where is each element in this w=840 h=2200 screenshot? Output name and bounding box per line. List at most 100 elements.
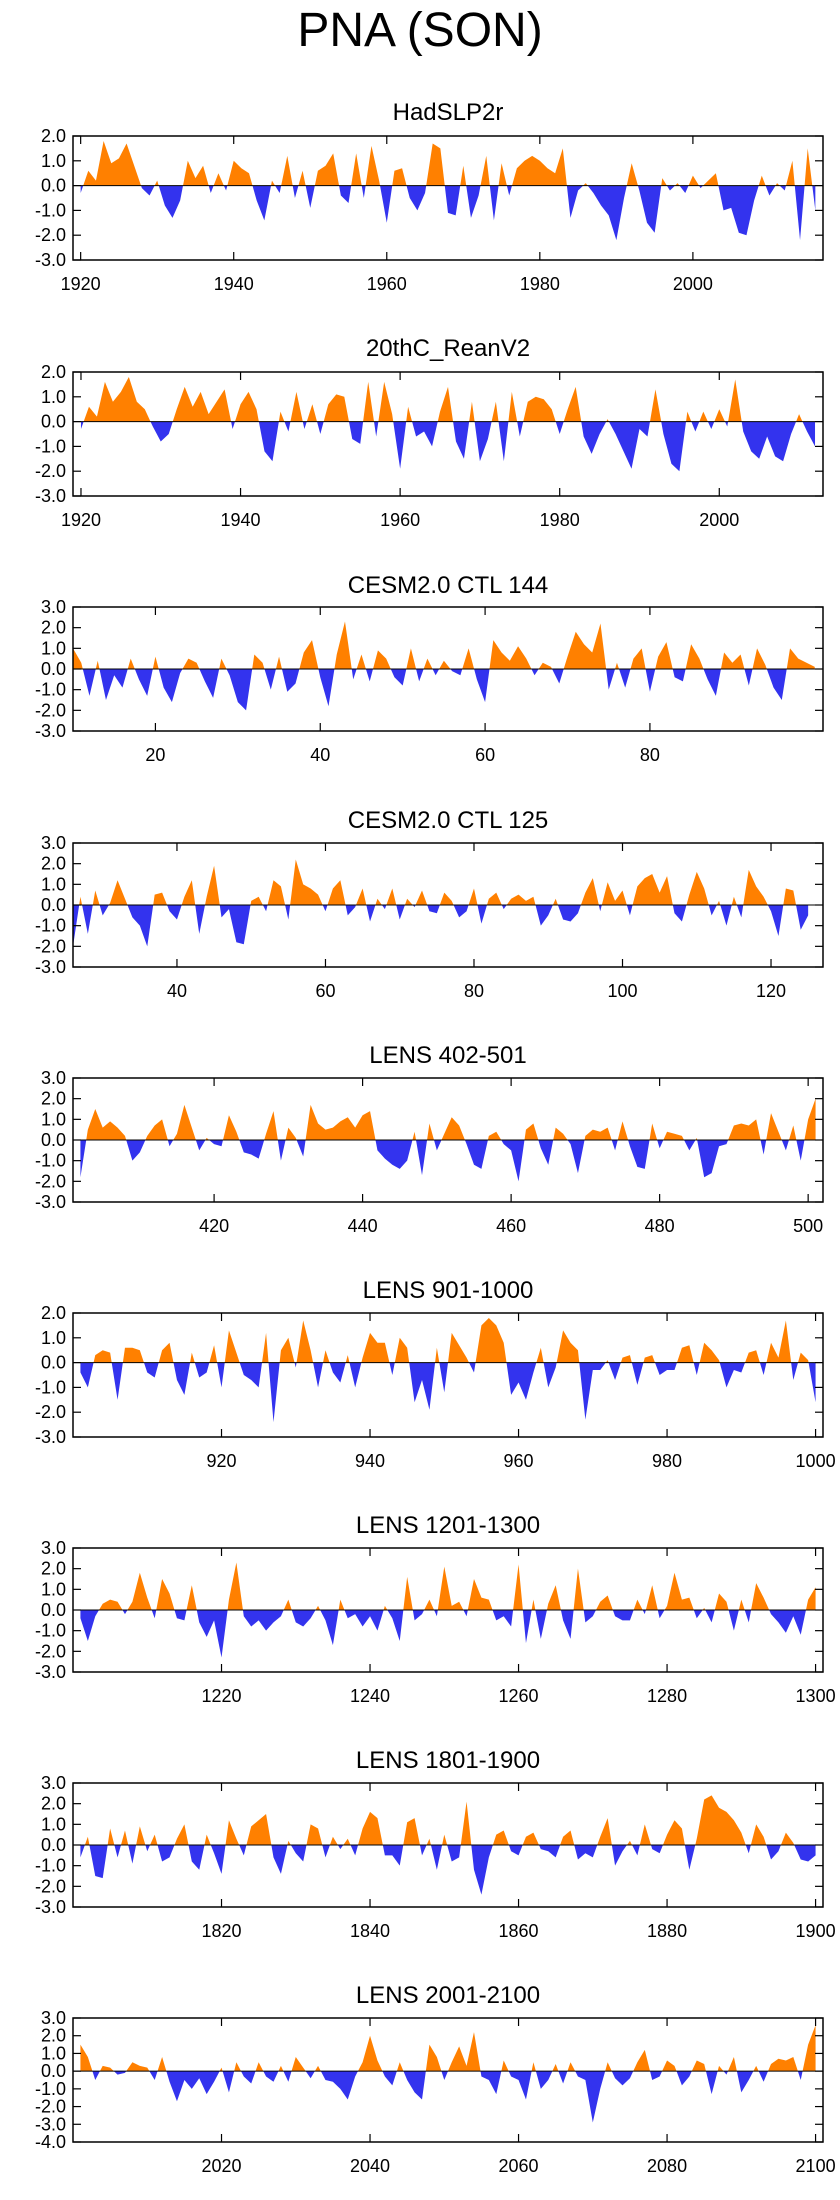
panel-title: CESM2.0 CTL 144 [348, 572, 549, 599]
x-tick-label: 80 [640, 745, 660, 765]
positive-area [83, 376, 803, 422]
chart-panel: 20thC_ReanV2 -3.0 -2.0 -1.0 0.0 1.0 2.0 1920 194… [35, 335, 824, 530]
negative-area [80, 1845, 816, 1895]
x-tick-label: 1960 [380, 510, 420, 530]
y-tick-label: 2.0 [41, 1559, 66, 1579]
y-tick-label: -2.0 [35, 700, 66, 720]
panel-title: LENS 402-501 [369, 1042, 526, 1069]
y-tick-label: -1.0 [35, 916, 66, 936]
y-tick-label: -2.0 [35, 225, 66, 245]
chart-panel: CESM2.0 CTL 125 -3.0-2.0-1.00.01.02.03.0 4… [35, 807, 824, 1001]
y-tick-label: -2.0 [35, 461, 66, 481]
panel-title: HadSLP2r [393, 99, 504, 126]
x-tick-label: 20 [145, 745, 165, 765]
x-tick-label: 1940 [214, 274, 254, 294]
y-tick-label: 2.0 [41, 126, 66, 146]
negative-area [80, 421, 816, 472]
x-tick-label: 1900 [796, 1921, 836, 1941]
x-tick-label: 1820 [201, 1921, 241, 1941]
x-tick-label: 940 [355, 1451, 385, 1471]
chart-panel: LENS 2001-2100 -4.0-3.0-2.0-1.00.01.02.03… [35, 1982, 836, 2176]
y-tick-label: 1.0 [41, 1814, 66, 1834]
y-tick-label: 1.0 [41, 874, 66, 894]
x-tick-label: 1960 [367, 274, 407, 294]
y-tick-label: 2.0 [41, 618, 66, 638]
x-tick-label: 2000 [699, 510, 739, 530]
x-tick-label: 100 [607, 981, 637, 1001]
y-tick-label: 0.0 [41, 1130, 66, 1150]
positive-area [84, 1795, 795, 1845]
y-tick-label: 0.0 [41, 1835, 66, 1855]
x-tick-label: 960 [504, 1451, 534, 1471]
chart-panel: LENS 402-501 -3.0-2.0-1.00.01.02.03.0 420 4… [35, 1042, 824, 1236]
y-tick-label: -2.0 [35, 1171, 66, 1191]
x-tick-label: 1940 [221, 510, 261, 530]
y-tick-label: -2.0 [35, 2097, 66, 2117]
chart-panel: HadSLP2r -3.0 -2.0 -1.0 0.0 1.0 2.0 1920 1940 196… [35, 99, 824, 294]
x-tick-label: 2040 [350, 2156, 390, 2176]
negative-area [80, 185, 816, 241]
y-tick-label: -1.0 [35, 2079, 66, 2099]
y-tick-label: 1.0 [41, 1109, 66, 1129]
y-tick-label: 2.0 [41, 362, 66, 382]
y-tick-label: 3.0 [41, 597, 66, 617]
chart-panel: LENS 901-1000 -3.0 -2.0 -1.0 0.0 1.0 2.0 920 940… [35, 1277, 836, 1471]
y-tick-label: -1.0 [35, 1377, 66, 1397]
x-tick-label: 460 [496, 1216, 526, 1236]
negative-area [80, 1140, 805, 1182]
y-tick-label: -3.0 [35, 957, 66, 977]
panel-title: CESM2.0 CTL 125 [348, 807, 549, 834]
x-tick-label: 2080 [647, 2156, 687, 2176]
x-tick-label: 1280 [647, 1686, 687, 1706]
panel-title: LENS 1801-1900 [356, 1747, 540, 1774]
y-tick-label: -1.0 [35, 436, 66, 456]
panel-title: LENS 2001-2100 [356, 1982, 540, 2009]
x-tick-label: 1220 [201, 1686, 241, 1706]
y-tick-label: -3.0 [35, 1192, 66, 1212]
y-tick-label: -4.0 [35, 2132, 66, 2152]
plot-frame [72, 2017, 824, 2143]
y-tick-label: -1.0 [35, 1856, 66, 1876]
y-tick-label: 0.0 [41, 412, 66, 432]
y-tick-label: 1.0 [41, 1579, 66, 1599]
negative-area [80, 1362, 816, 1423]
y-tick-label: 1.0 [41, 638, 66, 658]
x-tick-label: 60 [315, 981, 335, 1001]
y-tick-label: -2.0 [35, 936, 66, 956]
x-tick-label: 420 [199, 1216, 229, 1236]
y-tick-label: 2.0 [41, 1303, 66, 1323]
y-tick-label: 2.0 [41, 854, 66, 874]
y-tick-label: 1.0 [41, 1328, 66, 1348]
y-tick-label: 2.0 [41, 1794, 66, 1814]
x-tick-label: 120 [756, 981, 786, 1001]
plot-frame [72, 135, 824, 261]
positive-area [73, 621, 815, 669]
y-tick-label: -1.0 [35, 1621, 66, 1641]
y-tick-label: -3.0 [35, 1897, 66, 1917]
chart-panel: LENS 1801-1900 -3.0-2.0-1.00.01.02.03.0 18… [35, 1747, 836, 1941]
x-tick-label: 1240 [350, 1686, 390, 1706]
y-tick-label: 3.0 [41, 833, 66, 853]
x-tick-label: 40 [310, 745, 330, 765]
y-tick-label: 3.0 [41, 1538, 66, 1558]
y-tick-label: -3.0 [35, 2114, 66, 2134]
positive-area [83, 140, 813, 186]
y-tick-label: -2.0 [35, 1876, 66, 1896]
positive-area [79, 859, 797, 905]
y-tick-label: 0.0 [41, 1600, 66, 1620]
x-tick-label: 40 [167, 981, 187, 1001]
x-tick-label: 500 [793, 1216, 823, 1236]
x-tick-label: 2000 [673, 274, 713, 294]
panel-title: LENS 1201-1300 [356, 1512, 540, 1539]
x-tick-label: 1000 [796, 1451, 836, 1471]
y-tick-label: 3.0 [41, 1068, 66, 1088]
x-tick-label: 1840 [350, 1921, 390, 1941]
y-tick-label: 0.0 [41, 1353, 66, 1373]
negative-area [82, 669, 787, 711]
positive-area [86, 1098, 816, 1140]
positive-area [80, 2025, 816, 2072]
x-tick-label: 1880 [647, 1921, 687, 1941]
y-tick-label: -3.0 [35, 250, 66, 270]
y-tick-label: 3.0 [41, 2008, 66, 2028]
